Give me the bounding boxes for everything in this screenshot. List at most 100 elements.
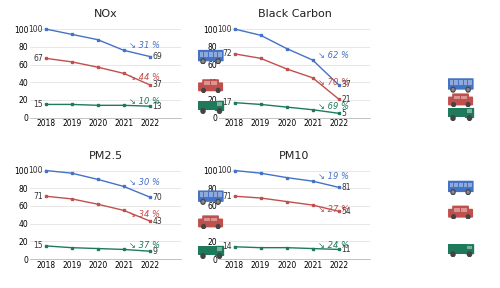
Circle shape — [218, 254, 222, 258]
FancyBboxPatch shape — [448, 96, 473, 105]
Text: 11: 11 — [342, 245, 351, 254]
Circle shape — [466, 190, 470, 194]
Text: ↘ 30 %: ↘ 30 % — [129, 177, 160, 187]
Circle shape — [452, 88, 454, 91]
FancyBboxPatch shape — [198, 190, 224, 202]
Circle shape — [452, 191, 454, 193]
Text: 37: 37 — [342, 80, 351, 89]
FancyBboxPatch shape — [448, 181, 473, 192]
Bar — [218, 52, 222, 56]
FancyBboxPatch shape — [452, 206, 469, 213]
Text: 14: 14 — [222, 242, 232, 251]
Circle shape — [467, 191, 469, 193]
Title: NOx: NOx — [94, 10, 118, 19]
FancyBboxPatch shape — [465, 244, 474, 254]
Text: 100: 100 — [218, 24, 232, 33]
Text: ↘ 34 %: ↘ 34 % — [129, 210, 160, 219]
Bar — [468, 80, 472, 85]
Text: 21: 21 — [342, 94, 351, 104]
Bar — [209, 192, 212, 197]
Text: ↘ 31 %: ↘ 31 % — [129, 41, 160, 50]
Circle shape — [466, 103, 470, 107]
Bar — [448, 244, 466, 253]
Bar — [209, 52, 212, 56]
Text: ↘ 69 %: ↘ 69 % — [318, 102, 349, 111]
Text: ↘ 70 %: ↘ 70 % — [318, 78, 349, 87]
Circle shape — [218, 109, 222, 113]
Bar — [217, 103, 222, 106]
FancyBboxPatch shape — [452, 93, 469, 101]
Text: 70: 70 — [152, 193, 162, 202]
Bar — [459, 80, 462, 85]
Circle shape — [202, 60, 204, 62]
Bar — [200, 52, 203, 56]
Text: 9: 9 — [152, 247, 158, 256]
Text: ↘ 44 %: ↘ 44 % — [129, 73, 160, 82]
Text: 15: 15 — [34, 241, 43, 250]
Text: ↘ 37 %: ↘ 37 % — [129, 241, 160, 250]
Bar — [467, 109, 472, 113]
Bar — [214, 192, 218, 197]
Circle shape — [202, 225, 205, 229]
Bar — [454, 96, 460, 99]
FancyBboxPatch shape — [198, 50, 224, 61]
Circle shape — [452, 215, 456, 219]
Bar — [200, 192, 203, 197]
Circle shape — [217, 201, 219, 203]
Text: 5: 5 — [342, 109, 346, 118]
FancyBboxPatch shape — [215, 101, 224, 111]
Bar — [198, 246, 216, 255]
Text: 71: 71 — [222, 192, 232, 201]
Text: ↘ 27 %: ↘ 27 % — [318, 205, 349, 214]
Circle shape — [201, 109, 205, 113]
Circle shape — [216, 88, 220, 92]
Circle shape — [452, 103, 456, 107]
Bar — [468, 183, 472, 187]
FancyBboxPatch shape — [198, 82, 223, 91]
FancyBboxPatch shape — [202, 215, 219, 223]
Text: 100: 100 — [218, 166, 232, 175]
Bar — [454, 208, 460, 212]
Bar — [218, 192, 222, 197]
Text: 100: 100 — [28, 166, 43, 175]
Bar — [454, 80, 458, 85]
FancyBboxPatch shape — [198, 219, 223, 228]
Circle shape — [466, 87, 470, 92]
FancyBboxPatch shape — [215, 246, 224, 256]
Circle shape — [216, 59, 220, 64]
Text: ↘ 19 %: ↘ 19 % — [318, 172, 349, 181]
Circle shape — [216, 225, 220, 229]
Text: 81: 81 — [342, 183, 351, 192]
Text: ↘ 24 %: ↘ 24 % — [318, 240, 349, 249]
Circle shape — [202, 201, 204, 203]
Text: 13: 13 — [152, 102, 162, 111]
Text: 72: 72 — [222, 49, 232, 58]
Text: 43: 43 — [152, 217, 162, 226]
Text: 15: 15 — [34, 100, 43, 109]
Circle shape — [466, 215, 470, 219]
Bar — [204, 82, 210, 85]
Text: 71: 71 — [34, 192, 43, 201]
Text: 69: 69 — [152, 52, 162, 61]
Bar — [450, 80, 454, 85]
Bar — [461, 96, 468, 99]
Bar — [464, 80, 468, 85]
Circle shape — [451, 190, 455, 194]
Title: PM10: PM10 — [280, 151, 310, 161]
Bar — [461, 208, 468, 212]
Bar — [214, 52, 218, 56]
Circle shape — [216, 200, 220, 204]
Circle shape — [468, 252, 471, 257]
Bar — [217, 247, 222, 251]
Text: ↘ 62 %: ↘ 62 % — [318, 51, 349, 60]
Bar — [211, 217, 218, 221]
Bar — [211, 82, 218, 85]
Bar — [204, 192, 208, 197]
Circle shape — [451, 87, 455, 92]
Circle shape — [201, 200, 205, 204]
Text: 17: 17 — [222, 98, 232, 107]
FancyBboxPatch shape — [465, 108, 474, 118]
Circle shape — [451, 116, 455, 120]
Bar — [450, 183, 454, 187]
Title: Black Carbon: Black Carbon — [258, 10, 332, 19]
